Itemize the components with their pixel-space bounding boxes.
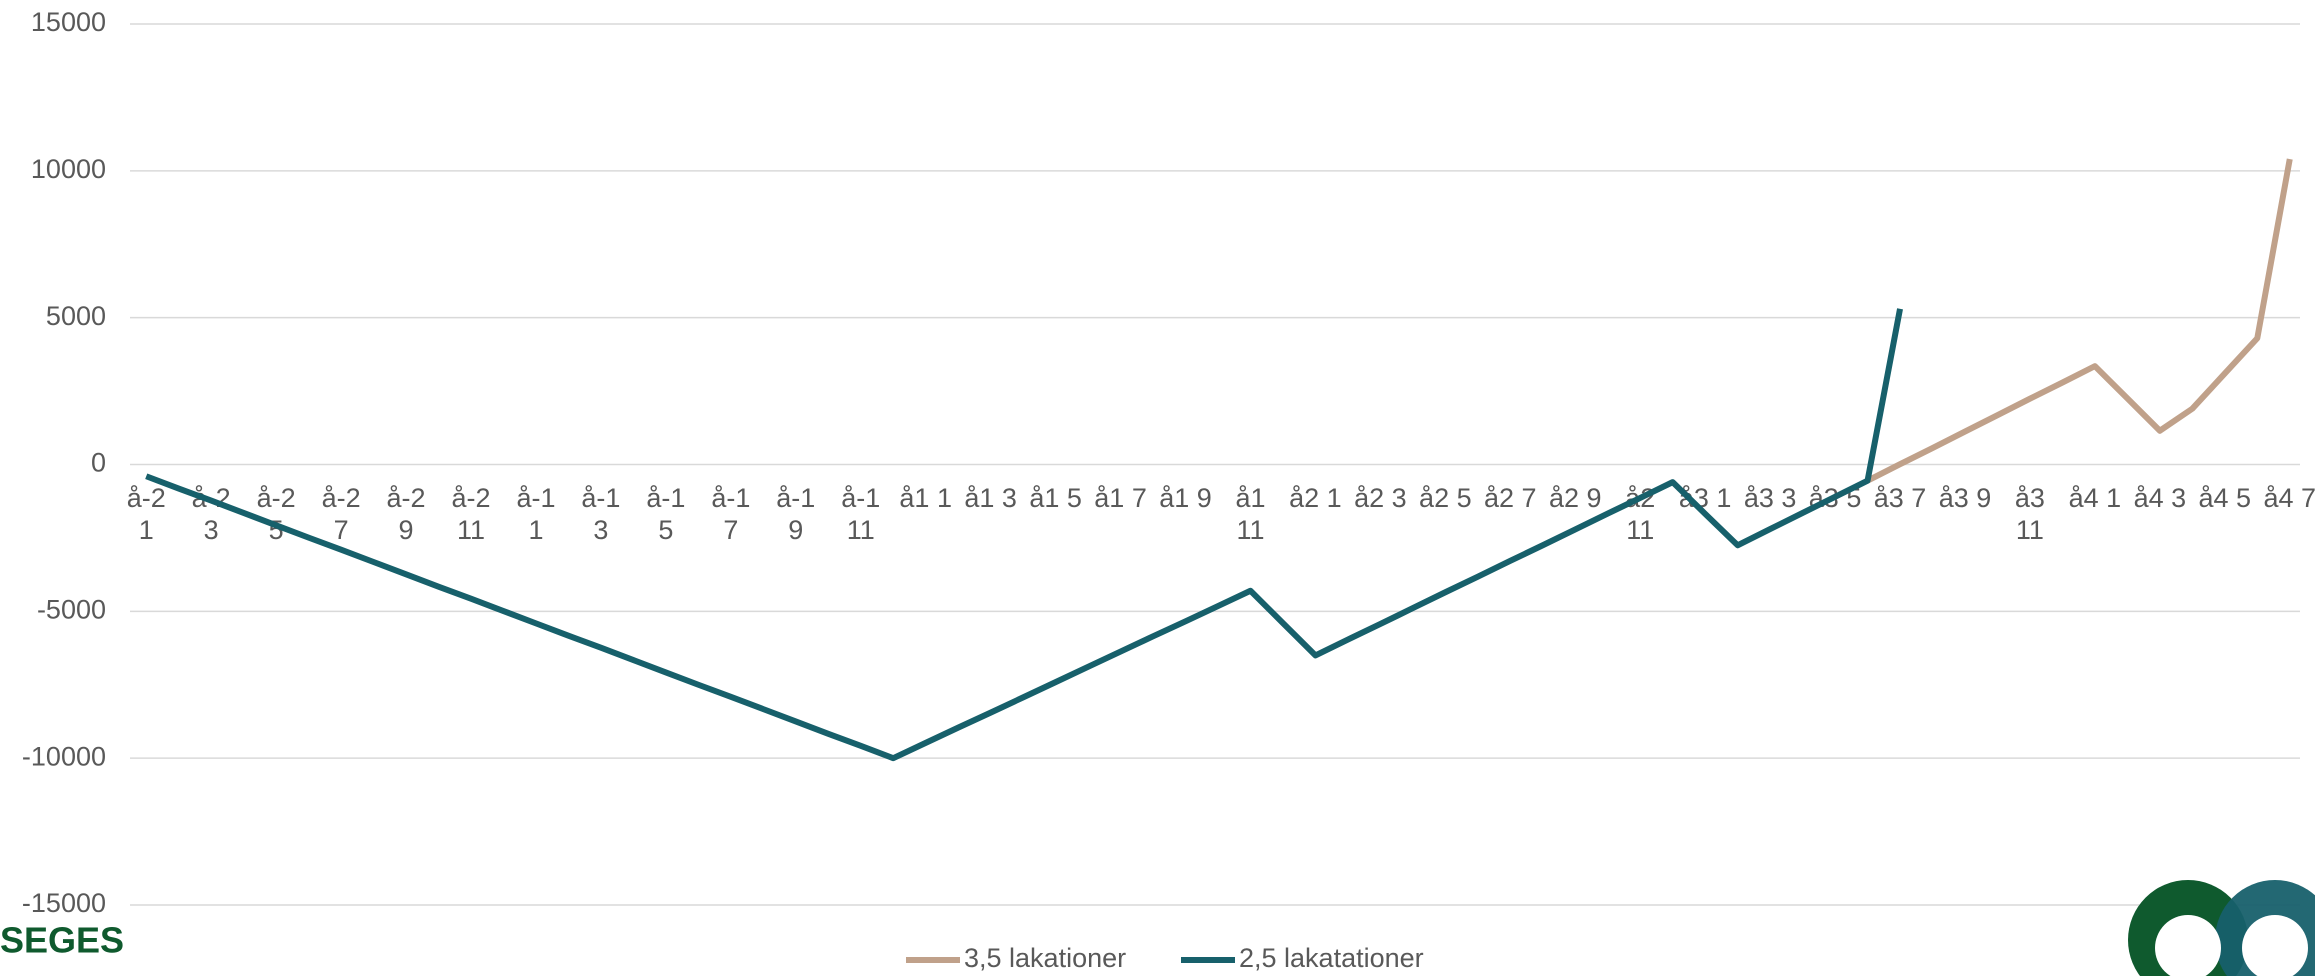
y-tick-label: 5000 [46, 301, 106, 331]
x-tick-label: å-1 11 [841, 483, 880, 545]
x-tick-label: å-1 9 [776, 483, 815, 545]
x-tick-label: å4 7 [2263, 483, 2315, 513]
partner-logo [2128, 880, 2315, 976]
x-tick-label: å4 1 [2069, 483, 2122, 513]
logo-text: SEGES [0, 920, 124, 961]
x-tick-label: å-2 9 [387, 483, 426, 545]
y-tick-label: 10000 [31, 154, 106, 184]
y-tick-label: -10000 [22, 741, 106, 771]
x-tick-label: å2 9 [1549, 483, 1602, 513]
x-tick-label: å3 7 [1874, 483, 1927, 513]
x-tick-label: å2 1 [1289, 483, 1342, 513]
x-tick-label: å1 5 [1029, 483, 1082, 513]
x-tick-label: å-2 5 [257, 483, 296, 545]
x-tick-label: å-2 7 [322, 483, 361, 545]
x-tick-label: å2 7 [1484, 483, 1537, 513]
x-tick-label: å-1 3 [581, 483, 620, 545]
y-tick-label: -5000 [37, 594, 106, 624]
x-tick-label: å3 9 [1939, 483, 1992, 513]
legend-label: 2,5 lakatationer [1239, 943, 1424, 973]
x-tick-label: å1 11 [1235, 483, 1265, 545]
x-tick-label: å4 3 [2134, 483, 2187, 513]
x-tick-label: å3 3 [1744, 483, 1797, 513]
series-line [1866, 158, 2293, 484]
x-tick-label: å1 3 [964, 483, 1017, 513]
x-tick-label: å1 1 [899, 483, 952, 513]
x-tick-label: å1 7 [1094, 483, 1147, 513]
legend-label: 3,5 lakationer [964, 943, 1126, 973]
x-tick-label: å3 11 [2015, 483, 2045, 545]
y-tick-label: -15000 [22, 888, 106, 918]
x-tick-label: å-2 1 [127, 483, 166, 545]
x-tick-label: å-2 11 [451, 483, 490, 545]
x-tick-label: å-1 5 [646, 483, 685, 545]
x-tick-label: å1 9 [1159, 483, 1212, 513]
x-tick-label: å2 3 [1354, 483, 1407, 513]
x-tick-label: å-1 1 [516, 483, 555, 545]
x-tick-label: å4 5 [2199, 483, 2252, 513]
y-tick-label: 0 [91, 448, 106, 478]
x-tick-label: å-1 7 [711, 483, 750, 545]
series-line [145, 308, 1903, 762]
y-tick-label: 15000 [31, 7, 106, 37]
x-tick-label: å2 5 [1419, 483, 1472, 513]
